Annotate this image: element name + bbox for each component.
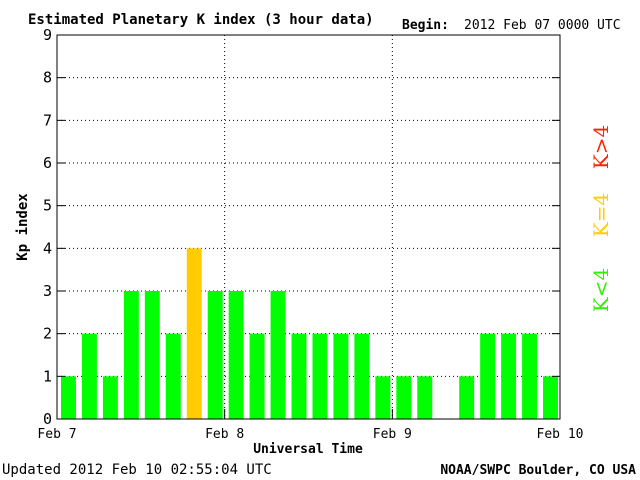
plot-frame: [56, 34, 561, 420]
y-tick-label: 1: [43, 367, 52, 385]
kp-bar: [207, 291, 223, 419]
kp-bar: [417, 376, 433, 419]
kp-bar: [81, 333, 97, 419]
kp-bar: [186, 248, 202, 419]
kp-bar: [102, 376, 118, 419]
legend: K<4 K=4 K>4: [589, 125, 613, 312]
kp-bar: [543, 376, 558, 419]
begin-value: 2012 Feb 07 0000 UTC: [464, 18, 621, 33]
kp-bar: [459, 376, 475, 419]
x-axis-label: Universal Time: [253, 442, 363, 457]
kp-bar: [291, 333, 307, 419]
kp-bar: [61, 376, 76, 419]
kp-bar: [228, 291, 244, 419]
legend-item: K=4: [589, 193, 613, 237]
y-axis-label: Kp index: [15, 193, 31, 261]
y-tick-label: 2: [43, 325, 52, 343]
chart-title: Estimated Planetary K index (3 hour data…: [28, 12, 374, 28]
y-ticks: 0 1 2 3 4 5 6 7 8 9: [43, 26, 560, 428]
x-tick-label: Feb 10: [537, 427, 584, 442]
kp-bar: [270, 291, 286, 419]
updated-text: Updated 2012 Feb 10 02:55:04 UTC: [2, 462, 272, 478]
grid: [57, 35, 560, 419]
kp-bar: [501, 333, 517, 419]
source-credit: NOAA/SWPC Boulder, CO USA: [440, 463, 636, 478]
x-ticks: Feb 7 Feb 8 Feb 9 Feb 10: [37, 409, 583, 442]
bars: [61, 248, 558, 419]
y-tick-label: 6: [43, 154, 52, 172]
y-tick-label: 7: [43, 111, 52, 129]
y-tick-label: 9: [43, 26, 52, 44]
kp-bar: [522, 333, 538, 419]
y-tick-label: 8: [43, 69, 52, 87]
y-tick-label: 5: [43, 197, 52, 215]
kp-bar: [375, 376, 391, 419]
kp-bar: [249, 333, 265, 419]
x-tick-label: Feb 8: [205, 427, 244, 442]
begin-label: Begin:: [402, 18, 449, 33]
legend-item: K>4: [589, 125, 613, 169]
kp-bar: [312, 333, 328, 419]
kp-bar: [123, 291, 139, 419]
legend-item: K<4: [589, 268, 613, 312]
kp-bar: [354, 333, 370, 419]
kp-bar: [333, 333, 349, 419]
kp-bar: [165, 333, 181, 419]
kp-bar: [396, 376, 412, 419]
x-tick-label: Feb 9: [373, 427, 412, 442]
kp-bar: [144, 291, 160, 419]
y-tick-label: 3: [43, 282, 52, 300]
y-tick-label: 0: [43, 410, 52, 428]
y-tick-label: 4: [43, 239, 52, 257]
kp-bar: [480, 333, 496, 419]
x-tick-label: Feb 7: [37, 427, 76, 442]
